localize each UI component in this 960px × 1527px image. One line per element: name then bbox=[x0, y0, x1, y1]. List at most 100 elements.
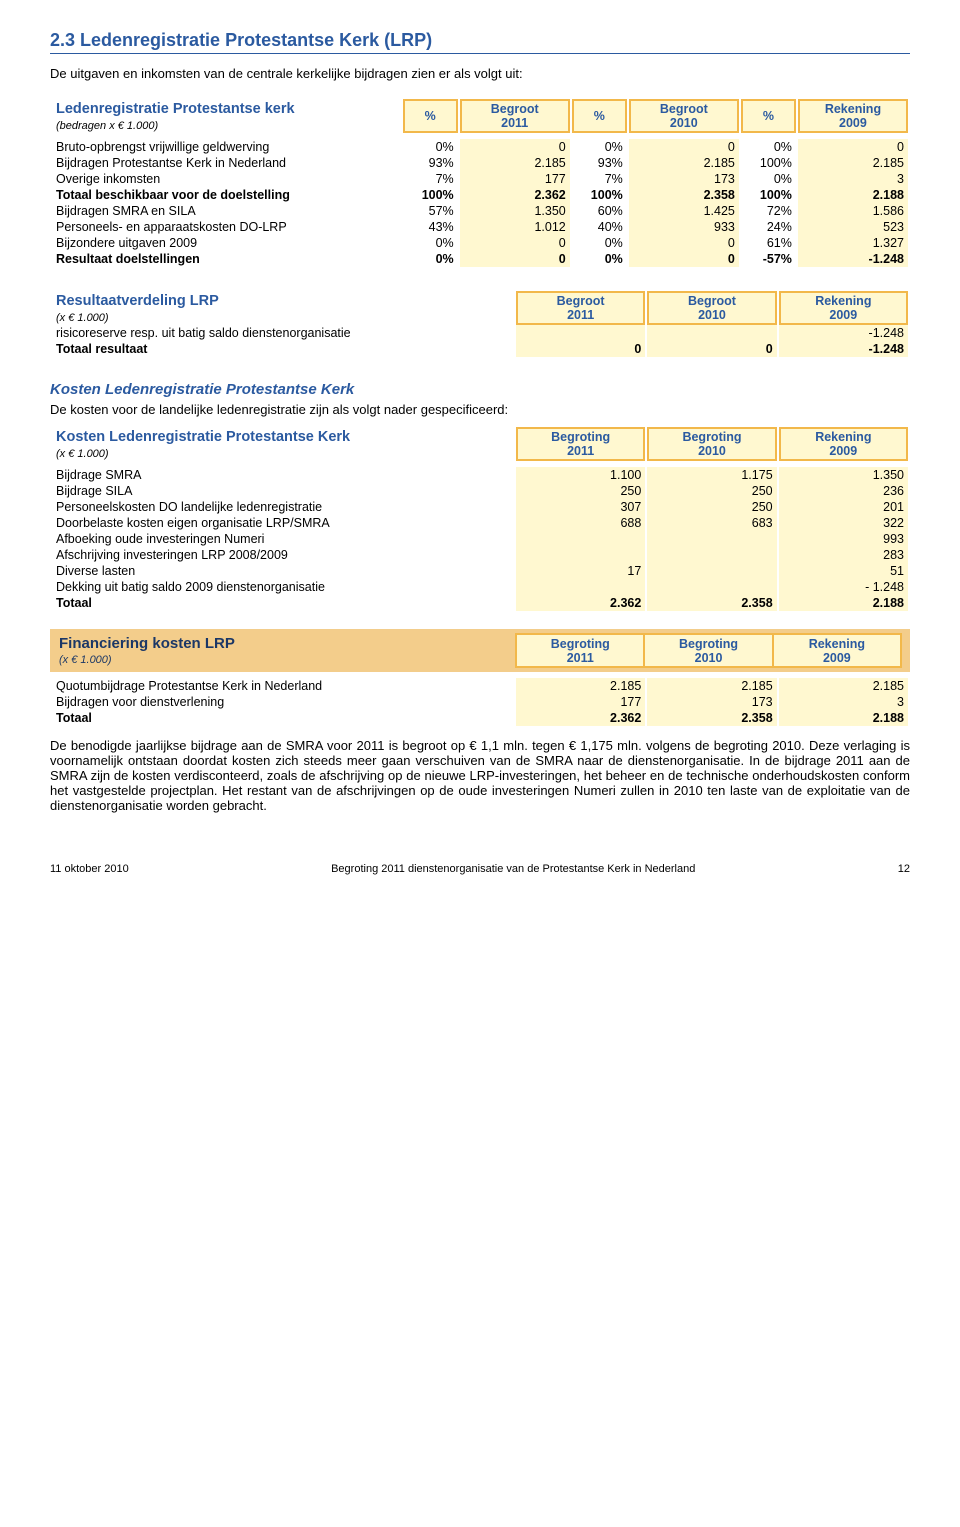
t1-h1: Begroot2011 bbox=[460, 99, 570, 133]
row-label: Doorbelaste kosten eigen organisatie LRP… bbox=[52, 515, 514, 531]
row-value: 0% bbox=[403, 251, 458, 267]
row-value: 173 bbox=[647, 694, 776, 710]
table-row: Bijzondere uitgaven 20090%00%061%1.327 bbox=[52, 235, 908, 251]
row-value: 0% bbox=[403, 235, 458, 251]
t2-h2: Rekening2009 bbox=[779, 291, 908, 325]
table-row: Bijdragen Protestantse Kerk in Nederland… bbox=[52, 155, 908, 171]
row-value bbox=[647, 547, 776, 563]
row-value: 2.188 bbox=[798, 187, 908, 203]
row-label: Quotumbijdrage Protestantse Kerk in Nede… bbox=[52, 678, 514, 694]
row-value: 1.012 bbox=[460, 219, 570, 235]
row-value: 1.350 bbox=[460, 203, 570, 219]
row-label: Personeelskosten DO landelijke ledenregi… bbox=[52, 499, 514, 515]
table-row: Quotumbijdrage Protestantse Kerk in Nede… bbox=[52, 678, 908, 694]
fin-title: Financiering kosten LRP bbox=[58, 634, 516, 653]
row-value: 2.358 bbox=[629, 187, 739, 203]
row-value: 1.586 bbox=[798, 203, 908, 219]
row-label: Overige inkomsten bbox=[52, 171, 401, 187]
row-value: 57% bbox=[403, 203, 458, 219]
table-row: Afschrijving investeringen LRP 2008/2009… bbox=[52, 547, 908, 563]
t3-h0: Begroting2011 bbox=[516, 427, 645, 461]
row-value bbox=[647, 579, 776, 595]
page-footer: 11 oktober 2010 Begroting 2011 diensteno… bbox=[50, 863, 910, 875]
row-value: 60% bbox=[572, 203, 627, 219]
row-value: 2.185 bbox=[647, 678, 776, 694]
kosten-intro: De kosten voor de landelijke ledenregist… bbox=[50, 402, 910, 417]
row-label: Resultaat doelstellingen bbox=[52, 251, 401, 267]
row-label: Bijdragen Protestantse Kerk in Nederland bbox=[52, 155, 401, 171]
row-value bbox=[516, 531, 645, 547]
row-value: 0 bbox=[460, 139, 570, 155]
row-value: 688 bbox=[516, 515, 645, 531]
t1-subtitle: (bedragen x € 1.000) bbox=[52, 118, 401, 133]
row-label: Afschrijving investeringen LRP 2008/2009 bbox=[52, 547, 514, 563]
row-label: Totaal beschikbaar voor de doelstelling bbox=[52, 187, 401, 203]
table-row: Doorbelaste kosten eigen organisatie LRP… bbox=[52, 515, 908, 531]
row-value: 2.362 bbox=[516, 710, 645, 726]
row-value: 177 bbox=[516, 694, 645, 710]
row-value: 0% bbox=[572, 139, 627, 155]
row-label: Bijdragen voor dienstverlening bbox=[52, 694, 514, 710]
row-label: Dekking uit batig saldo 2009 dienstenorg… bbox=[52, 579, 514, 595]
row-value: 2.185 bbox=[629, 155, 739, 171]
row-value: 2.358 bbox=[647, 595, 776, 611]
row-value: 2.188 bbox=[779, 595, 908, 611]
row-value: 2.185 bbox=[798, 155, 908, 171]
financiering-header: Financiering kosten LRP Begroting2011 Be… bbox=[50, 629, 910, 672]
row-value bbox=[647, 325, 776, 341]
row-value: 933 bbox=[629, 219, 739, 235]
row-value: 250 bbox=[647, 483, 776, 499]
t4-subtitle: (x € 1.000) bbox=[58, 653, 516, 667]
row-value: 43% bbox=[403, 219, 458, 235]
t2-h0: Begroot2011 bbox=[516, 291, 645, 325]
row-value: 2.185 bbox=[516, 678, 645, 694]
row-value: 322 bbox=[779, 515, 908, 531]
row-value: 0 bbox=[460, 251, 570, 267]
row-value: 40% bbox=[572, 219, 627, 235]
row-value: 3 bbox=[798, 171, 908, 187]
table-row: Personeelskosten DO landelijke ledenregi… bbox=[52, 499, 908, 515]
row-value: 93% bbox=[403, 155, 458, 171]
row-label: Personeels- en apparaatskosten DO-LRP bbox=[52, 219, 401, 235]
table-row: Totaal2.3622.3582.188 bbox=[52, 710, 908, 726]
table-row: Totaal resultaat00-1.248 bbox=[52, 341, 908, 357]
row-value: 100% bbox=[741, 187, 796, 203]
row-label: Totaal resultaat bbox=[52, 341, 514, 357]
row-value: 0% bbox=[741, 171, 796, 187]
row-value: 993 bbox=[779, 531, 908, 547]
table-row: Bruto-opbrengst vrijwillige geldwerving 0… bbox=[52, 139, 908, 155]
kosten-heading: Kosten Ledenregistratie Protestantse Ker… bbox=[50, 381, 910, 398]
t3-subtitle: (x € 1.000) bbox=[52, 446, 514, 461]
table-kosten: Kosten Ledenregistratie Protestantse Ker… bbox=[50, 427, 910, 611]
row-value: -1.248 bbox=[779, 341, 908, 357]
row-value: 0 bbox=[629, 139, 739, 155]
t2-title: Resultaatverdeling LRP bbox=[52, 291, 514, 310]
row-value: 2.358 bbox=[647, 710, 776, 726]
table-row: Bijdrage SMRA1.1001.1751.350 bbox=[52, 467, 908, 483]
row-value: 100% bbox=[572, 187, 627, 203]
row-label: risicoreserve resp. uit batig saldo dien… bbox=[52, 325, 514, 341]
row-value: 173 bbox=[629, 171, 739, 187]
row-value: 0 bbox=[516, 341, 645, 357]
table-row: Totaal2.3622.3582.188 bbox=[52, 595, 908, 611]
table-resultaatverdeling: Resultaatverdeling LRP Begroot2011 Begro… bbox=[50, 291, 910, 357]
row-value bbox=[516, 547, 645, 563]
table-row: Overige inkomsten7%1777%1730%3 bbox=[52, 171, 908, 187]
row-label: Bruto-opbrengst vrijwillige geldwerving bbox=[52, 139, 401, 155]
table-row: Totaal beschikbaar voor de doelstelling 1… bbox=[52, 187, 908, 203]
footer-right: 12 bbox=[898, 863, 910, 875]
row-label: Totaal bbox=[52, 595, 514, 611]
row-value: 72% bbox=[741, 203, 796, 219]
row-value: -1.248 bbox=[798, 251, 908, 267]
t3-h2: Rekening2009 bbox=[779, 427, 908, 461]
row-value: 51 bbox=[779, 563, 908, 579]
row-value: 250 bbox=[516, 483, 645, 499]
t4-h1: Begroting2010 bbox=[644, 634, 772, 667]
table-row: risicoreserve resp. uit batig saldo dien… bbox=[52, 325, 908, 341]
t2-h1: Begroot2010 bbox=[647, 291, 776, 325]
row-value: -1.248 bbox=[779, 325, 908, 341]
body-paragraph: De benodigde jaarlijkse bijdrage aan de … bbox=[50, 738, 910, 813]
row-value: 1.350 bbox=[779, 467, 908, 483]
row-value: 1.425 bbox=[629, 203, 739, 219]
row-value bbox=[647, 563, 776, 579]
